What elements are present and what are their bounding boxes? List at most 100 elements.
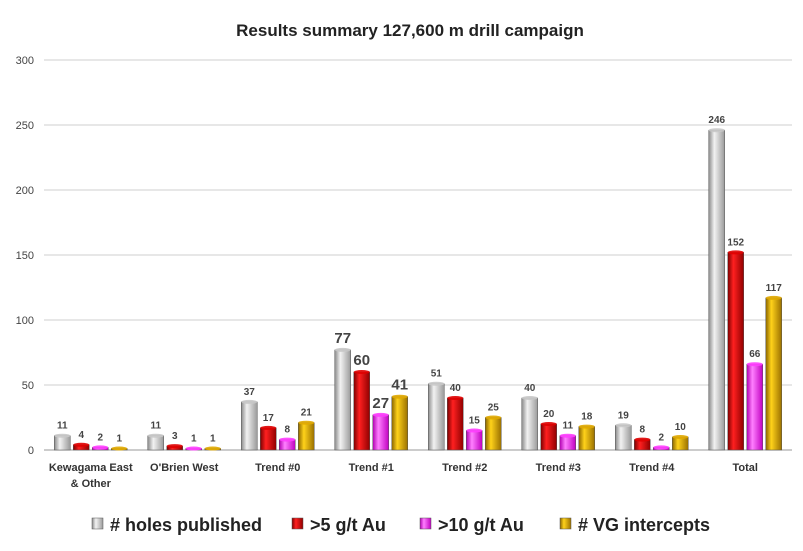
bar <box>447 397 464 451</box>
bar <box>746 363 763 451</box>
data-label: 21 <box>301 408 313 419</box>
data-label: 1 <box>210 434 216 445</box>
data-label: 20 <box>543 409 555 420</box>
data-label: 152 <box>727 237 744 248</box>
data-label: 19 <box>618 410 630 421</box>
data-label: 51 <box>431 369 443 380</box>
data-label: 25 <box>488 403 500 414</box>
data-label: 1 <box>116 434 122 445</box>
x-tick-label: Total <box>733 462 758 474</box>
bar-cap <box>428 381 445 386</box>
bar-cap <box>92 445 109 450</box>
x-tick-label: Trend #0 <box>255 462 300 474</box>
data-label: 2 <box>658 432 664 443</box>
bar <box>428 383 445 451</box>
legend-swatch <box>419 517 432 530</box>
bar-cap <box>765 295 782 300</box>
x-tick-label: & Other <box>71 478 112 490</box>
bar-cap <box>559 433 576 438</box>
bar-series <box>54 128 782 451</box>
data-label: 41 <box>391 377 408 394</box>
bar-cap <box>73 442 90 447</box>
legend-label: >5 g/t Au <box>310 515 386 535</box>
bar-cap <box>204 446 221 451</box>
legend: # holes published >5 g/t Au >10 g/t Au # VG… <box>91 515 710 535</box>
bar-cap <box>147 433 164 438</box>
bar <box>334 349 351 451</box>
legend-label: # holes published <box>110 515 262 535</box>
bar <box>391 396 408 451</box>
data-label: 11 <box>150 421 161 432</box>
chart-title: Results summary 127,600 m drill campaign <box>236 21 584 40</box>
bar-cap <box>727 250 744 255</box>
y-tick-label: 200 <box>16 185 34 197</box>
bar-cap <box>540 422 557 426</box>
data-label: 77 <box>334 330 351 347</box>
bar-cap <box>260 425 277 430</box>
bar <box>353 371 370 451</box>
bar-cap <box>372 412 389 417</box>
bar-cap <box>241 399 258 404</box>
bar <box>727 252 744 451</box>
data-label: 40 <box>450 383 462 394</box>
bar <box>466 430 483 451</box>
bar <box>540 423 557 451</box>
data-label: 117 <box>766 283 783 294</box>
y-tick-label: 250 <box>16 120 34 132</box>
data-label: 27 <box>372 395 389 412</box>
x-tick-label: Trend #3 <box>536 462 581 474</box>
legend-label: # VG intercepts <box>578 515 710 535</box>
y-tick-label: 100 <box>16 315 34 327</box>
data-label: 11 <box>562 421 573 432</box>
bar-cap <box>615 423 632 428</box>
x-tick-label: O'Brien West <box>150 462 219 474</box>
x-tick-label: Trend #4 <box>629 462 675 474</box>
gridlines <box>44 59 792 451</box>
bar <box>485 417 502 451</box>
bar-cap <box>672 435 689 439</box>
data-label: 60 <box>353 352 370 369</box>
data-label: 18 <box>581 412 593 423</box>
bar <box>559 435 576 451</box>
data-label: 8 <box>284 425 290 436</box>
data-label: 37 <box>244 387 256 398</box>
x-axis-ticks: Kewagama East & Other O'Brien West Trend #0… <box>49 462 758 490</box>
bar-cap <box>298 420 315 425</box>
legend-swatch <box>291 517 304 530</box>
bar-cap <box>485 415 502 420</box>
bar-cap <box>391 394 408 399</box>
bar <box>241 401 258 451</box>
x-tick-label: Trend #1 <box>349 462 394 474</box>
bar <box>260 427 277 451</box>
bar-cap <box>708 128 725 133</box>
bar <box>708 129 725 451</box>
bar <box>521 397 538 451</box>
data-label: 4 <box>78 430 84 441</box>
bar-cap <box>111 446 128 451</box>
data-label: 1 <box>191 434 197 445</box>
bar-cap <box>521 396 538 400</box>
data-label: 3 <box>172 431 178 442</box>
data-label: 66 <box>749 349 761 360</box>
legend-label: >10 g/t Au <box>438 515 524 535</box>
legend-swatch <box>91 517 104 530</box>
bar-cap <box>447 396 464 400</box>
x-tick-label: Kewagama East <box>49 462 133 474</box>
y-axis-ticks: 0 50 100 150 200 250 300 <box>16 55 34 457</box>
bar-cap <box>353 370 370 374</box>
data-label: 17 <box>263 413 275 424</box>
x-tick-label: Trend #2 <box>442 462 487 474</box>
y-tick-label: 0 <box>28 445 34 457</box>
bar <box>765 297 782 451</box>
y-tick-label: 150 <box>16 250 34 262</box>
y-tick-label: 50 <box>22 380 34 392</box>
legend-swatch <box>559 517 572 530</box>
bar-cap <box>466 428 483 433</box>
bar-cap <box>185 446 202 451</box>
data-label: 15 <box>469 416 481 427</box>
bar <box>298 422 315 451</box>
bar-cap <box>578 424 595 429</box>
bar-cap <box>334 347 351 352</box>
bar <box>54 435 71 451</box>
